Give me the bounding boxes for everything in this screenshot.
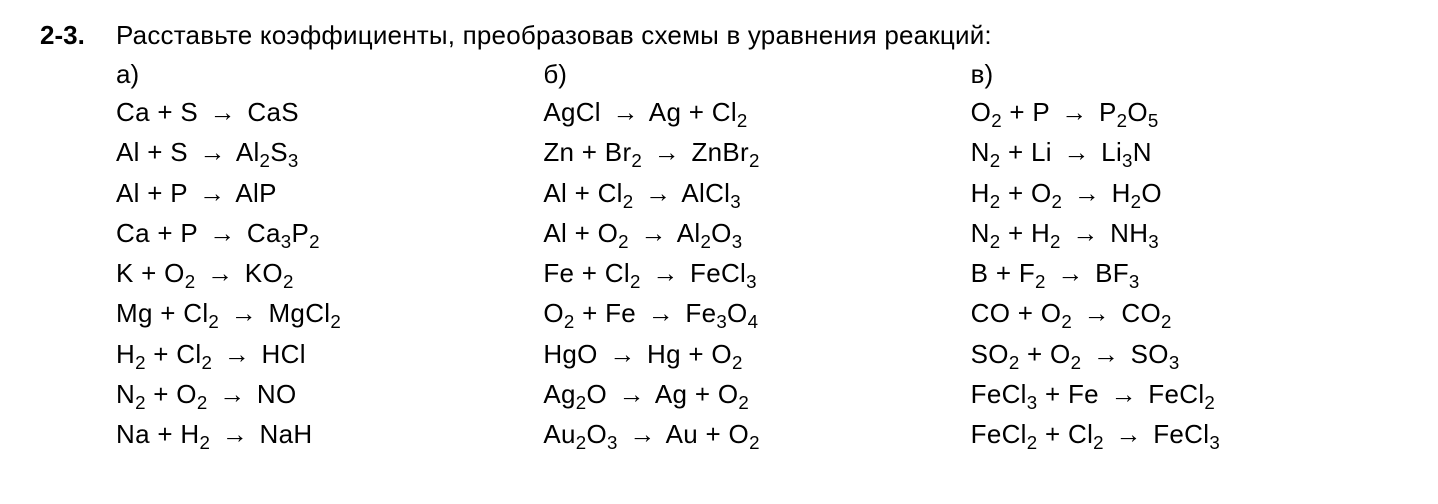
equation: HgO → Hg + O2 — [543, 334, 970, 374]
equation: N2 + O2 → NO — [116, 374, 543, 414]
equation: Al + S → Al2S3 — [116, 132, 543, 172]
equation: FeCl3 + Fe → FeCl2 — [971, 374, 1398, 414]
equation: H2 + O2 → H2O — [971, 173, 1398, 213]
equation: CO + O2 → CO2 — [971, 293, 1398, 333]
equation: N2 + Li → Li3N — [971, 132, 1398, 172]
equation: Al + P → AlP — [116, 173, 543, 213]
column-2: в)O2 + P → P2O5N2 + Li → Li3NH2 + O2 → H… — [971, 59, 1398, 455]
equation: FeCl2 + Cl2 → FeCl3 — [971, 414, 1398, 454]
equation: Au2O3 → Au + O2 — [543, 414, 970, 454]
equation: O2 + P → P2O5 — [971, 92, 1398, 132]
equation-columns: а)Ca + S → CaSAl + S → Al2S3Al + P → AlP… — [116, 59, 1398, 455]
equation: Fe + Cl2 → FeCl3 — [543, 253, 970, 293]
equation: N2 + H2 → NH3 — [971, 213, 1398, 253]
equation: O2 + Fe → Fe3O4 — [543, 293, 970, 333]
exercise-block: 2-3. Расставьте коэффициенты, преобразов… — [40, 20, 1398, 455]
column-label: а) — [116, 59, 543, 90]
equation: Al + O2 → Al2O3 — [543, 213, 970, 253]
exercise-body: Расставьте коэффициенты, преобразовав сх… — [116, 20, 1398, 455]
equation: SO2 + O2 → SO3 — [971, 334, 1398, 374]
equation: Zn + Br2 → ZnBr2 — [543, 132, 970, 172]
equation: AgCl → Ag + Cl2 — [543, 92, 970, 132]
column-label: б) — [543, 59, 970, 90]
equation: Ag2O → Ag + O2 — [543, 374, 970, 414]
equation: K + O2 → KO2 — [116, 253, 543, 293]
equation: H2 + Cl2 → HCl — [116, 334, 543, 374]
column-1: б)AgCl → Ag + Cl2Zn + Br2 → ZnBr2Al + Cl… — [543, 59, 970, 455]
equation: Ca + P → Ca3P2 — [116, 213, 543, 253]
column-label: в) — [971, 59, 1398, 90]
column-0: а)Ca + S → CaSAl + S → Al2S3Al + P → AlP… — [116, 59, 543, 455]
exercise-number: 2-3. — [40, 20, 100, 51]
equation: Al + Cl2 → AlCl3 — [543, 173, 970, 213]
equation: Mg + Cl2 → MgCl2 — [116, 293, 543, 333]
exercise-prompt: Расставьте коэффициенты, преобразовав сх… — [116, 20, 1398, 51]
equation: Ca + S → CaS — [116, 92, 543, 132]
equation: Na + H2 → NaH — [116, 414, 543, 454]
equation: B + F2 → BF3 — [971, 253, 1398, 293]
